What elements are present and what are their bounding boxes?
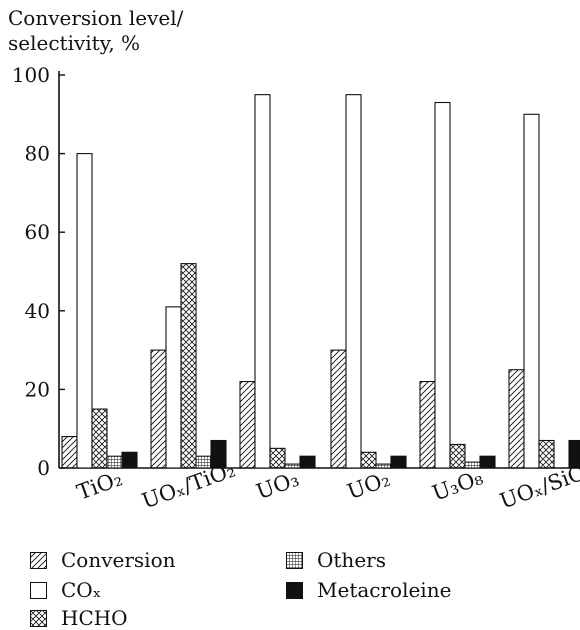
legend-swatch-conversion <box>30 551 47 569</box>
legend-item-metacroleine: Metacroleine <box>286 578 451 602</box>
y-tick-label-80: 80 <box>25 142 50 166</box>
legend-swatch-others <box>286 551 303 569</box>
legend-label-others: Others <box>317 548 386 572</box>
legend-item-conversion: Conversion <box>30 548 176 572</box>
y-tick-label-40: 40 <box>25 299 50 323</box>
bar-metacroleine-3 <box>299 455 316 469</box>
bar-metacroleine-2 <box>210 439 227 469</box>
legend-label-conversion: Conversion <box>61 548 176 572</box>
y-tick-label-0: 0 <box>37 456 50 480</box>
axes <box>58 71 580 469</box>
x-tick-label-5: U₃O₈ <box>429 465 486 505</box>
legend-item-hcho: HCHO <box>30 606 128 630</box>
bar-metacroleine-1 <box>121 451 138 469</box>
bar-conversion-2 <box>150 349 167 469</box>
bar-co-5 <box>434 101 451 469</box>
y-axis-title-line-2: selectivity, % <box>8 31 141 55</box>
legend-item-others: Others <box>286 548 386 572</box>
bar-conversion-6 <box>508 369 525 469</box>
bar-conversion-4 <box>330 349 347 469</box>
legend-item-cox: COₓ <box>30 578 101 602</box>
x-tick-label-4: UO₂ <box>344 467 393 504</box>
x-tick-label-1: TiO₂ <box>74 466 126 504</box>
bar-conversion-1 <box>61 436 78 469</box>
x-tick-label-3: UO₃ <box>253 467 302 504</box>
bar-hcho-5 <box>449 443 466 469</box>
legend-label-hcho: HCHO <box>61 606 128 630</box>
bar-hcho-4 <box>360 451 377 469</box>
bar-hcho-1 <box>91 408 108 469</box>
bar-conversion-5 <box>419 380 436 469</box>
legend-swatch-cox <box>30 581 47 599</box>
y-tick-label-20: 20 <box>25 377 50 401</box>
bar-metacroleine-5 <box>479 455 496 469</box>
bar-metacroleine-6 <box>568 439 580 469</box>
y-tick-label-100: 100 <box>12 63 50 87</box>
bar-metacroleine-4 <box>390 455 407 469</box>
bar-co-1 <box>76 153 93 469</box>
bar-co-4 <box>345 94 362 469</box>
bars <box>61 94 580 469</box>
bar-conversion-3 <box>239 380 256 469</box>
legend-label-cox: COₓ <box>61 578 102 602</box>
y-axis-title-line-1: Conversion level/ <box>8 6 184 30</box>
legend-swatch-hcho <box>30 609 47 627</box>
y-axis-title: Conversion level/ selectivity, % <box>8 6 183 56</box>
bar-co-6 <box>523 113 540 469</box>
bar-hcho-3 <box>269 447 286 469</box>
bar-co-3 <box>254 94 271 469</box>
y-tick-label-60: 60 <box>25 220 50 244</box>
legend-label-metacroleine: Metacroleine <box>317 578 452 602</box>
bar-hcho-2 <box>180 263 197 469</box>
bar-co-2 <box>165 306 182 469</box>
bar-hcho-6 <box>538 439 555 469</box>
legend-swatch-metacroleine <box>286 581 303 599</box>
